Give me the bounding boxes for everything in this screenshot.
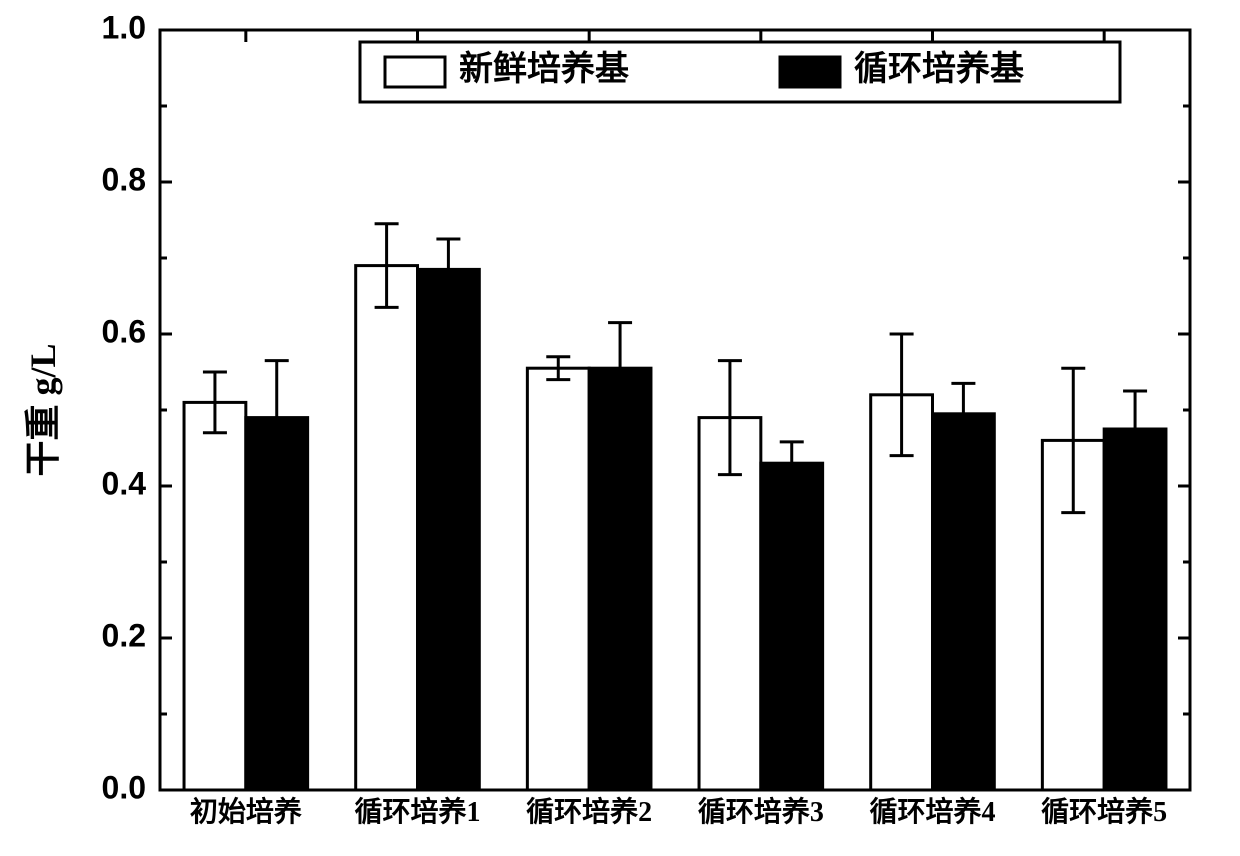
chart-container: 0.0 0.2 0.4 0.6 0.8 1.0 干重 g/L 初始培养 循环培养1 循环培养2 循环… — [0, 0, 1240, 856]
y-tick-label: 0.2 — [102, 617, 146, 653]
legend-label-2: 循环培养基 — [854, 49, 1024, 88]
x-tick-label: 循环培养4 — [869, 795, 995, 828]
y-tick-label: 0.0 — [102, 769, 146, 805]
bar — [356, 266, 418, 790]
bar — [1104, 429, 1166, 790]
x-tick-label: 循环培养5 — [1041, 795, 1167, 828]
bar — [184, 402, 246, 790]
y-tick-label: 0.8 — [102, 161, 146, 197]
y-axis-title: 干重 g/L — [23, 343, 63, 476]
bar — [418, 269, 480, 790]
y-tick-label: 0.4 — [102, 465, 147, 501]
bar — [933, 414, 995, 790]
x-tick-label: 循环培养3 — [698, 795, 824, 828]
legend-label-1: 新鲜培养基 — [459, 49, 629, 88]
y-tick-label: 1.0 — [102, 9, 146, 45]
x-tick-label: 初始培养 — [190, 795, 302, 828]
x-tick-label: 循环培养1 — [354, 795, 480, 828]
bar-chart: 0.0 0.2 0.4 0.6 0.8 1.0 干重 g/L 初始培养 循环培养1 循环培养2 循环… — [0, 0, 1240, 856]
x-tick-label: 循环培养2 — [526, 795, 652, 828]
bar — [527, 368, 589, 790]
bar — [589, 368, 651, 790]
y-tick-label: 0.6 — [102, 313, 146, 349]
bar — [761, 463, 823, 790]
